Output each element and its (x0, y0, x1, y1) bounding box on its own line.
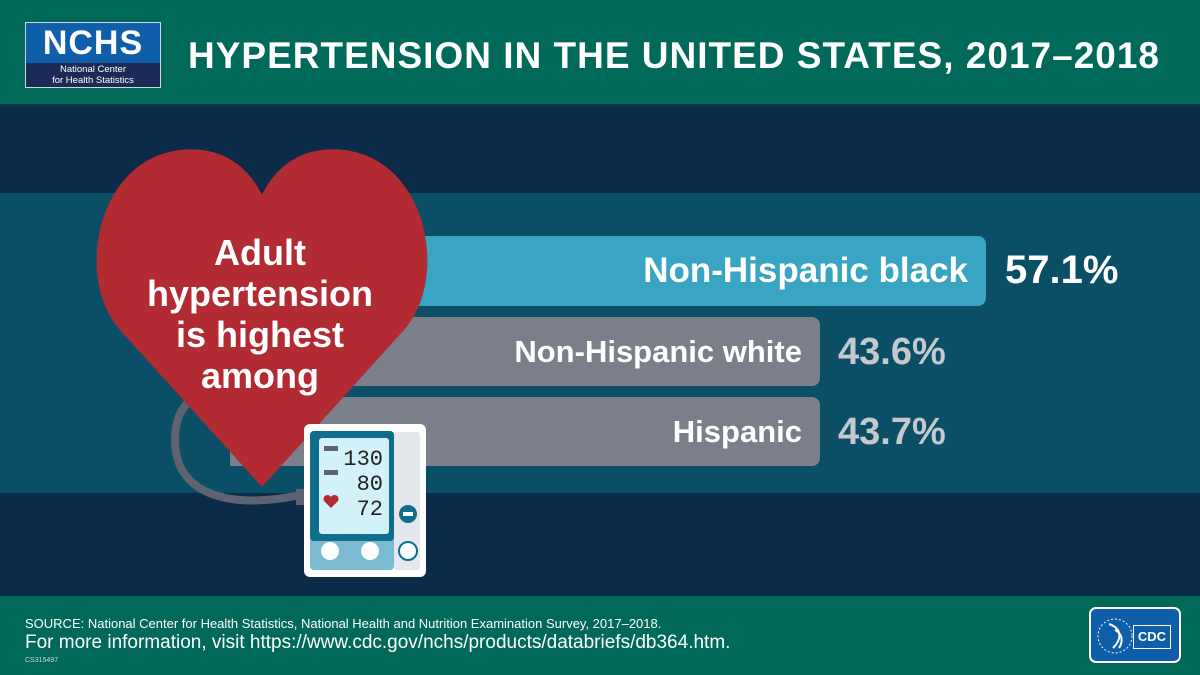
source-text: SOURCE: National Center for Health Stati… (25, 616, 662, 631)
pulse-reading: 72 (357, 497, 383, 522)
heart-line: hypertension (146, 273, 374, 314)
diastolic-reading: 80 (357, 472, 383, 497)
value-label-non-hispanic-white: 43.6% (838, 331, 946, 373)
value-label-hispanic: 43.7% (838, 411, 946, 453)
cdc-wordmark: CDC (1133, 625, 1171, 649)
pulse-heart-icon (323, 494, 339, 508)
document-code: CS315497 (25, 657, 59, 664)
more-info-link[interactable]: For more information, visit https://www.… (25, 632, 731, 653)
heart-line: Adult (214, 232, 306, 273)
nchs-logo[interactable]: NCHS National Center for Health Statisti… (25, 22, 161, 88)
value-label-non-hispanic-black: 57.1% (1005, 248, 1119, 292)
logo-abbr: NCHS (26, 23, 160, 63)
page-title: HYPERTENSION IN THE UNITED STATES, 2017–… (188, 35, 1160, 76)
systolic-reading: 130 (343, 447, 383, 472)
header: NCHS National Center for Health Statisti… (0, 0, 1200, 107)
heart-caption: Adult hypertension is highest among (110, 232, 410, 396)
hhs-eagle-icon (1097, 618, 1133, 654)
logo-line1: National Center (59, 64, 126, 75)
logo-line2: for Health Statistics (52, 74, 134, 86)
cdc-logo[interactable]: CDC (1089, 607, 1181, 663)
blood-pressure-monitor-icon: 130 80 72 (304, 424, 426, 577)
heart-line: is highest (175, 314, 345, 355)
heart-line: among (200, 355, 319, 396)
footer (0, 596, 1200, 675)
logo-subtitle: National Center for Health Statistics (26, 63, 160, 87)
heart-icon (96, 149, 428, 487)
